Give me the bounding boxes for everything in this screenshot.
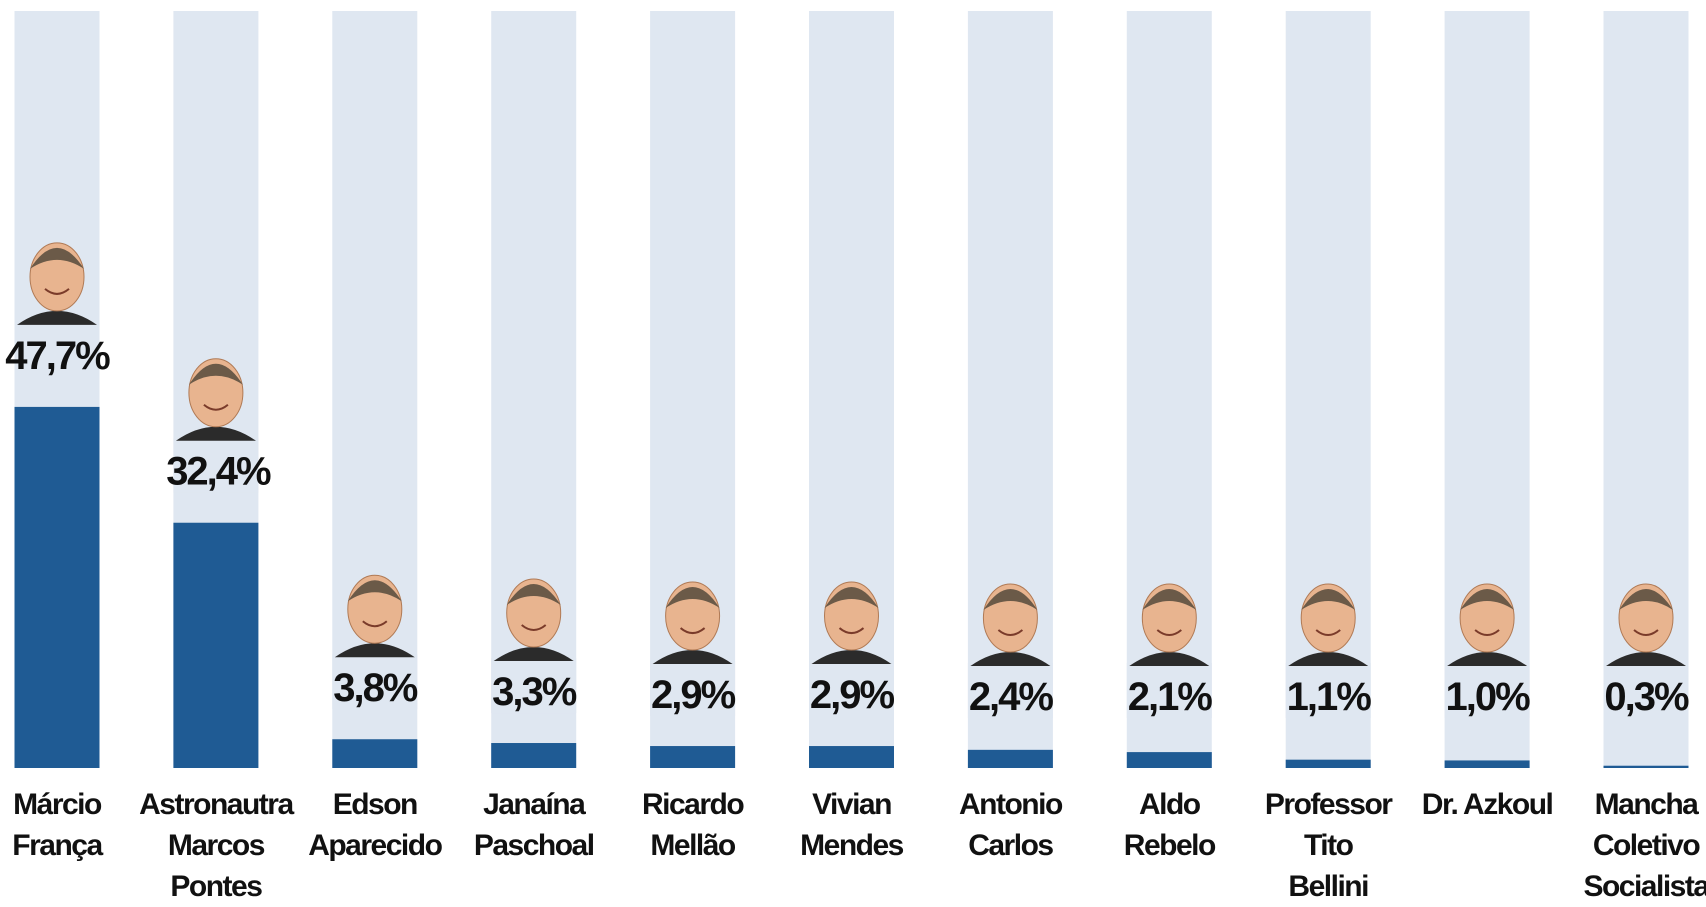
- value-label: 3,8%: [333, 666, 418, 710]
- value-label: 2,4%: [969, 675, 1054, 719]
- x-tick-label: Professor Tito Bellini: [1249, 784, 1407, 907]
- bar: [15, 407, 100, 768]
- bar: [491, 743, 576, 768]
- x-tick-label: Janaína Paschoal: [455, 784, 613, 866]
- bar: [173, 523, 258, 768]
- x-tick-label: Dr. Azkoul: [1408, 784, 1566, 825]
- x-tick-label: Márcio França: [0, 784, 136, 866]
- x-tick-label: Astronautra Marcos Pontes: [137, 784, 295, 907]
- value-label: 2,1%: [1128, 675, 1213, 719]
- value-label: 2,9%: [810, 673, 895, 717]
- value-label: 1,0%: [1446, 675, 1531, 719]
- bar: [1286, 760, 1371, 768]
- x-tick-label: Vivian Mendes: [773, 784, 931, 866]
- bar: [332, 739, 417, 768]
- value-label: 2,9%: [651, 673, 736, 717]
- value-label: 3,3%: [492, 670, 577, 714]
- value-label: 32,4%: [166, 450, 271, 494]
- plot-area: 47,7% 32,4% 3,8% 3,3% 2,9% 2,9% 2,4% 2,1% 1,1% 1,…: [0, 0, 1706, 906]
- bar: [809, 746, 894, 768]
- bar: [650, 746, 735, 768]
- x-tick-label: Ricardo Mellão: [614, 784, 772, 866]
- bar: [1127, 752, 1212, 768]
- bar: [1604, 766, 1689, 768]
- x-tick-label: Edson Aparecido: [296, 784, 454, 866]
- x-tick-label: Aldo Rebelo: [1090, 784, 1248, 866]
- x-tick-label: Mancha Coletivo Socialista: [1567, 784, 1706, 907]
- value-label: 1,1%: [1287, 675, 1372, 719]
- value-label: 47,7%: [5, 334, 110, 378]
- chart: 47,7% 32,4% 3,8% 3,3% 2,9% 2,9% 2,4% 2,1% 1,1% 1,…: [0, 0, 1706, 906]
- value-label: 0,3%: [1604, 675, 1689, 719]
- bar: [968, 750, 1053, 768]
- bar: [1445, 760, 1530, 768]
- x-tick-label: Antonio Carlos: [931, 784, 1089, 866]
